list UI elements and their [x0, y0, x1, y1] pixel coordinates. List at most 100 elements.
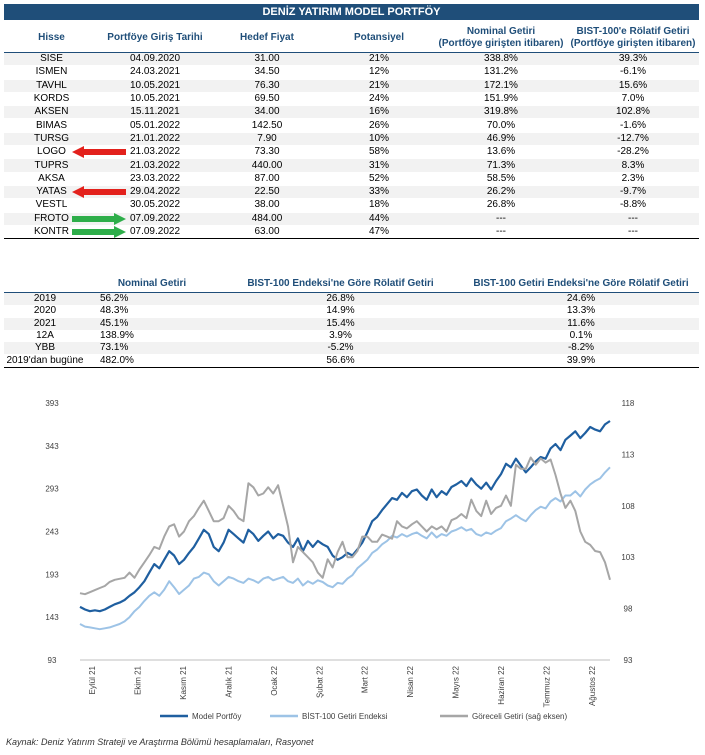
cell-potential: 31%	[323, 158, 435, 173]
cell-target-price: 7.90	[211, 132, 323, 147]
cell-nominal-return: 45.1%	[86, 317, 218, 330]
series-line-1	[79, 420, 611, 613]
cell-period: YBB	[4, 342, 86, 355]
cell-relative-index: 3.9%	[329, 330, 352, 342]
cell-entry-date: 23.03.2022	[99, 172, 211, 186]
cell-nominal-return: 131.2%	[435, 65, 567, 80]
header-text: Potansiyel	[353, 32, 405, 43]
cell-relative-return: 8.3%	[567, 158, 699, 173]
right-axis-tick: 118	[622, 399, 635, 408]
right-axis-tick: 103	[621, 553, 635, 562]
cell-potential: 10%	[323, 132, 435, 147]
holding-row: ISMEN 24.03.2021 34.50 12% 131.2% -6.1%	[4, 65, 699, 80]
cell-stock: KORDS	[4, 92, 99, 107]
cell-stock: AKSA	[4, 172, 99, 186]
x-axis-tick: Temmuz 22	[543, 665, 552, 707]
cell-entry-date: 04.09.2020	[99, 52, 211, 67]
holding-row: SISE 04.09.2020 31.00 21% 338.8% 39.3%	[4, 52, 699, 67]
cell-potential: 33%	[323, 185, 435, 200]
cell-relative-return-index: 24.6%	[463, 292, 699, 306]
cell-period: 2019	[4, 292, 86, 306]
cell-potential: 12%	[323, 65, 435, 80]
cell-stock: LOGO	[4, 145, 99, 160]
legend-label: BİST-100 Getiri Endeksi	[302, 712, 388, 721]
cell-nominal-return: 70.0%	[435, 118, 567, 133]
cell-relative-return: 102.8%	[567, 105, 699, 120]
cell-relative-return-index: 0.1%	[569, 330, 593, 342]
cell-target-price: 38.00	[211, 198, 323, 213]
right-axis-tick: 108	[621, 502, 635, 511]
holding-row: TUPRS 21.03.2022 440.00 31% 71.3% 8.3%	[4, 158, 699, 173]
cell-nominal-return: 338.8%	[435, 52, 567, 67]
cell-relative-return-index: 11.6%	[463, 317, 699, 330]
cell-relative-return: -6.1%	[567, 65, 699, 80]
cell-potential: 52%	[323, 172, 435, 186]
header-text: Portföye Giriş Tarihi	[107, 32, 203, 43]
left-axis-tick: 193	[45, 570, 59, 579]
left-axis-tick: 243	[45, 528, 59, 537]
series-line-2	[79, 466, 611, 631]
cell-period: 2021	[4, 317, 86, 330]
cell-potential: 58%	[323, 145, 435, 160]
legend-label: Model Portföy	[192, 712, 241, 721]
holdings-body: SISE 04.09.2020 31.00 21% 338.8% 39.3% ISMEN 24…	[4, 52, 699, 240]
header-text: (Portföye girişten itibaren)	[570, 38, 696, 49]
cell-nominal-return: 46.9%	[435, 132, 567, 147]
cell-stock: AKSEN	[4, 105, 99, 120]
cell-nominal-return: 73.1%	[86, 342, 218, 355]
holding-row: VESTL 30.05.2022 38.00 18% 26.8% -8.8%	[4, 198, 699, 213]
cell-relative-return: 2.3%	[567, 172, 699, 186]
cell-relative-return: 39.3%	[567, 52, 699, 67]
cell-period: 12A	[36, 330, 54, 342]
left-axis-tick: 343	[45, 442, 59, 451]
holding-row: TAVHL 10.05.2021 76.30 21% 172.1% 15.6%	[4, 79, 699, 93]
x-axis-tick: Ağustos 22	[588, 665, 597, 706]
legend-label: Göreceli Getiri (sağ eksen)	[472, 712, 567, 721]
header-target-price: Hedef Fiyat	[211, 24, 323, 53]
cell-potential: 44%	[323, 212, 435, 226]
performance-chart: 93 143 193 243 293 343 393 93 98 103 108 113 118 Eylü…	[45, 399, 635, 721]
cell-entry-date: 29.04.2022	[99, 185, 211, 200]
left-axis-tick: 393	[45, 399, 59, 408]
right-axis-tick: 93	[624, 656, 633, 665]
holding-row: AKSEN 15.11.2021 34.00 16% 319.8% 102.8%	[4, 105, 699, 120]
holding-row: TURSG 21.01.2022 7.90 10% 46.9% -12.7%	[4, 132, 699, 147]
cell-relative-return: 7.0%	[567, 92, 699, 107]
cell-target-price: 63.00	[211, 225, 323, 240]
cell-relative-return-index: 39.9%	[463, 354, 699, 368]
left-axis-tick: 93	[48, 656, 57, 665]
removed-arrow-icon	[72, 146, 126, 159]
cell-nominal-return: 482.0%	[86, 354, 218, 368]
cell-target-price: 87.00	[211, 172, 323, 186]
cell-relative-return: -9.7%	[567, 185, 699, 200]
cell-target-price: 69.50	[211, 92, 323, 107]
cell-potential: 21%	[323, 79, 435, 93]
return-row: 2021 45.1% 15.4% 11.6%	[4, 317, 699, 330]
holding-row: KONTR 07.09.2022 63.00 47% --- ---	[4, 225, 699, 240]
cell-nominal-return: 71.3%	[435, 158, 567, 173]
holding-row: BIMAS 05.01.2022 142.50 26% 70.0% -1.6%	[4, 118, 699, 133]
cell-potential: 18%	[323, 198, 435, 213]
source-note: Kaynak: Deniz Yatırım Strateji ve Araştı…	[6, 737, 314, 747]
cell-potential: 26%	[323, 118, 435, 133]
holding-row: FROTO 07.09.2022 484.00 44% --- ---	[4, 212, 699, 226]
return-row: YBB 73.1% -5.2% -8.2%	[4, 342, 699, 355]
return-row: 2020 48.3% 14.9% 13.3%	[4, 305, 699, 317]
holdings-header-row: Hisse Portföye Giriş Tarihi Hedef Fiyat Pot…	[4, 24, 699, 53]
cell-entry-date: 07.09.2022	[99, 225, 211, 240]
header-relative-return-index: BIST-100 Getiri Endeksi'ne Göre Rölatif …	[463, 276, 699, 293]
cell-target-price: 22.50	[211, 185, 323, 200]
cell-potential: 24%	[323, 92, 435, 107]
header-nominal-return: Nominal Getiri	[86, 276, 218, 293]
left-axis-tick: 293	[45, 485, 59, 494]
cell-entry-date: 10.05.2021	[99, 92, 211, 107]
cell-relative-return: -12.7%	[567, 132, 699, 147]
cell-period: 2019'dan bugüne	[4, 354, 86, 368]
x-axis-tick: Haziran 22	[497, 665, 506, 704]
cell-entry-date: 05.01.2022	[99, 118, 211, 133]
series-line-3	[79, 456, 611, 596]
cell-nominal-return: 58.5%	[435, 172, 567, 186]
holding-row: LOGO 21.03.2022 73.30 58% 13.6% -28.2%	[4, 145, 699, 160]
cell-relative-index: 26.8%	[218, 292, 463, 306]
x-axis-tick: Ekim 21	[133, 665, 142, 694]
